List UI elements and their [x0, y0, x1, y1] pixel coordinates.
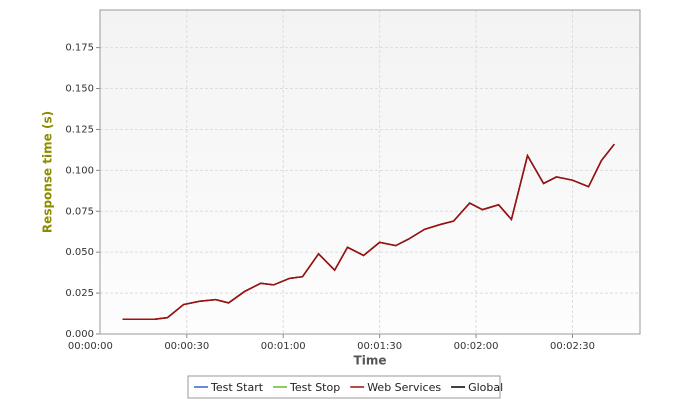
y-tick-label: 0.175: [65, 43, 94, 54]
legend-label: Web Services: [367, 381, 441, 394]
y-tick-label: 0.125: [65, 124, 94, 135]
y-tick-label: 0.100: [65, 165, 94, 176]
y-tick-label: 0.150: [65, 84, 94, 95]
series-line: [122, 143, 615, 321]
y-tick-label: 0.075: [65, 206, 94, 217]
x-axis-label: Time: [354, 354, 387, 368]
legend-label: Global: [468, 381, 503, 394]
x-tick-label: 00:00:00: [68, 341, 113, 352]
legend-label: Test Stop: [289, 381, 340, 394]
x-tick-label: 00:01:30: [357, 341, 402, 352]
y-tick-label: 0.050: [65, 247, 94, 258]
x-tick-label: 00:01:00: [261, 341, 306, 352]
plot-area: [100, 10, 640, 334]
y-tick-label: 0.000: [65, 329, 94, 340]
legend: [187, 375, 501, 399]
x-tick-label: 00:02:30: [550, 341, 595, 352]
plot-frame: [99, 9, 641, 335]
x-tick-label: 00:02:00: [454, 341, 499, 352]
legend-label: Test Start: [210, 381, 264, 394]
x-tick-label: 00:00:30: [164, 341, 209, 352]
y-tick-label: 0.025: [65, 288, 94, 299]
y-axis-label: Response time (s): [41, 111, 55, 233]
